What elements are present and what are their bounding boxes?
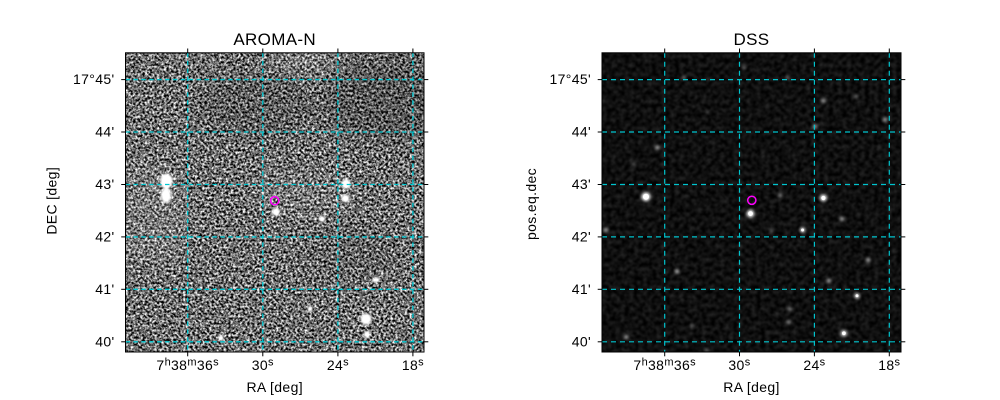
svg-text:24s: 24s — [803, 357, 825, 374]
svg-text:RA [deg]: RA [deg] — [723, 379, 780, 395]
svg-text:17°45': 17°45' — [549, 71, 591, 87]
svg-text:44': 44' — [572, 124, 591, 140]
svg-text:42': 42' — [95, 228, 114, 244]
svg-text:43': 43' — [95, 176, 114, 192]
svg-text:7h38m36s: 7h38m36s — [156, 357, 219, 374]
svg-text:RA [deg]: RA [deg] — [246, 379, 303, 395]
svg-text:17°45': 17°45' — [73, 71, 115, 87]
svg-text:42': 42' — [572, 228, 591, 244]
svg-text:7h38m36s: 7h38m36s — [633, 357, 696, 374]
svg-text:24s: 24s — [327, 357, 349, 374]
svg-text:40': 40' — [572, 333, 591, 349]
svg-text:43': 43' — [572, 176, 591, 192]
svg-text:pos.eq.dec: pos.eq.dec — [523, 168, 539, 240]
svg-text:40': 40' — [95, 333, 114, 349]
svg-text:18s: 18s — [402, 357, 424, 374]
svg-text:30s: 30s — [728, 357, 750, 374]
svg-text:44': 44' — [95, 124, 114, 140]
svg-text:DSS: DSS — [733, 30, 769, 49]
svg-text:41': 41' — [572, 281, 591, 297]
svg-text:18s: 18s — [878, 357, 900, 374]
svg-text:AROMA-N: AROMA-N — [233, 30, 316, 49]
svg-text:DEC [deg]: DEC [deg] — [44, 167, 60, 235]
svg-text:41': 41' — [95, 281, 114, 297]
svg-text:30s: 30s — [252, 357, 274, 374]
